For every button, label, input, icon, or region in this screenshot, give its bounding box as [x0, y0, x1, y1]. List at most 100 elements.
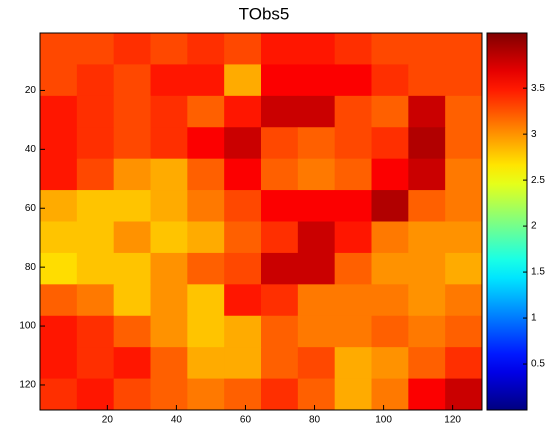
- heatmap-cell: [224, 190, 261, 222]
- heatmap-cell: [261, 284, 298, 316]
- heatmap-cell: [187, 253, 224, 285]
- heatmap-cell: [187, 284, 224, 316]
- heatmap-cell: [372, 222, 409, 254]
- heatmap-cell: [445, 316, 482, 348]
- y-tick-label: 100: [19, 321, 36, 332]
- heatmap-cell: [298, 159, 335, 191]
- colorbar-tick-label: 2: [531, 221, 537, 232]
- heatmap-cell: [372, 33, 409, 65]
- heatmap-cell: [445, 96, 482, 128]
- heatmap-cell: [151, 127, 188, 159]
- heatmap-cell: [151, 316, 188, 348]
- heatmap-cell: [114, 379, 151, 411]
- heatmap-cell: [335, 159, 372, 191]
- heatmap-cell: [298, 190, 335, 222]
- y-tick-label: 80: [25, 262, 37, 273]
- heatmap-cell: [187, 64, 224, 96]
- heatmap-cell: [224, 316, 261, 348]
- heatmap-cell: [224, 347, 261, 379]
- colorbar-tick-label: 1.5: [531, 267, 545, 278]
- heatmap-cell: [187, 127, 224, 159]
- heatmap-cell: [40, 159, 77, 191]
- heatmap-cell: [372, 253, 409, 285]
- heatmap-cell: [335, 190, 372, 222]
- chart-title: TObs5: [239, 4, 290, 23]
- heatmap-cell: [114, 96, 151, 128]
- heatmap-cell: [187, 96, 224, 128]
- colorbar-tick-label: 1: [531, 313, 537, 324]
- heatmap-cell: [40, 379, 77, 411]
- x-tick-label: 120: [444, 415, 461, 426]
- y-tick-label: 60: [25, 203, 37, 214]
- heatmap-cell: [224, 222, 261, 254]
- heatmap-cell: [77, 347, 114, 379]
- heatmap-cell: [224, 159, 261, 191]
- heatmap-cell: [114, 127, 151, 159]
- heatmap-cell: [372, 64, 409, 96]
- heatmap-cell: [335, 316, 372, 348]
- heatmap-cell: [40, 253, 77, 285]
- heatmap-cell: [151, 64, 188, 96]
- heatmap-cell: [187, 316, 224, 348]
- heatmap-cell: [298, 379, 335, 411]
- heatmap-cell: [335, 253, 372, 285]
- x-tick-label: 80: [309, 415, 321, 426]
- heatmap-cell: [298, 316, 335, 348]
- heatmap-cell: [114, 64, 151, 96]
- y-tick-label: 40: [25, 144, 37, 155]
- heatmap-cell: [261, 316, 298, 348]
- heatmap-cell: [372, 190, 409, 222]
- heatmap-cell: [77, 190, 114, 222]
- heatmap-cell: [151, 222, 188, 254]
- heatmap-cell: [408, 316, 445, 348]
- heatmap-cell: [445, 379, 482, 411]
- heatmap-cell: [408, 190, 445, 222]
- heatmap-cell: [77, 284, 114, 316]
- heatmap-cell: [261, 127, 298, 159]
- heatmap-cell: [151, 96, 188, 128]
- x-tick-label: 40: [171, 415, 183, 426]
- heatmap-cell: [114, 284, 151, 316]
- heatmap-cell: [261, 253, 298, 285]
- heatmap-cell: [335, 222, 372, 254]
- heatmap-cell: [77, 253, 114, 285]
- heatmap-cell: [261, 64, 298, 96]
- heatmap-cell: [261, 190, 298, 222]
- heatmap-cell: [77, 64, 114, 96]
- heatmap-cell: [335, 33, 372, 65]
- heatmap-cell: [77, 33, 114, 65]
- heatmap-cell: [77, 316, 114, 348]
- heatmap-cell: [40, 64, 77, 96]
- heatmap-cell: [40, 347, 77, 379]
- heatmap-cell: [187, 379, 224, 411]
- heatmap-cell: [445, 347, 482, 379]
- x-tick-label: 60: [240, 415, 252, 426]
- heatmap-cell: [408, 253, 445, 285]
- heatmap-cell: [187, 159, 224, 191]
- heatmap-cell: [445, 159, 482, 191]
- heatmap-cell: [40, 284, 77, 316]
- heatmap-cell: [151, 190, 188, 222]
- heatmap-cell: [335, 127, 372, 159]
- heatmap-cell: [224, 96, 261, 128]
- heatmap-cell: [224, 284, 261, 316]
- heatmap-cell: [335, 284, 372, 316]
- heatmap-cell: [40, 316, 77, 348]
- heatmap-cell: [114, 190, 151, 222]
- heatmap-cell: [372, 96, 409, 128]
- heatmap-cell: [187, 190, 224, 222]
- heatmap-cell: [298, 222, 335, 254]
- heatmap-cell: [335, 64, 372, 96]
- heatmap-cell: [187, 222, 224, 254]
- heatmap-cell: [372, 316, 409, 348]
- heatmap-cell: [335, 96, 372, 128]
- heatmap-cell: [224, 127, 261, 159]
- heatmap-cell: [77, 127, 114, 159]
- heatmap-cell: [40, 96, 77, 128]
- heatmap-cell: [372, 379, 409, 411]
- heatmap-cell: [151, 159, 188, 191]
- heatmap-cell: [187, 33, 224, 65]
- heatmap-cell: [408, 33, 445, 65]
- heatmap-cell: [372, 284, 409, 316]
- colorbar-tick-label: 3.5: [531, 83, 545, 94]
